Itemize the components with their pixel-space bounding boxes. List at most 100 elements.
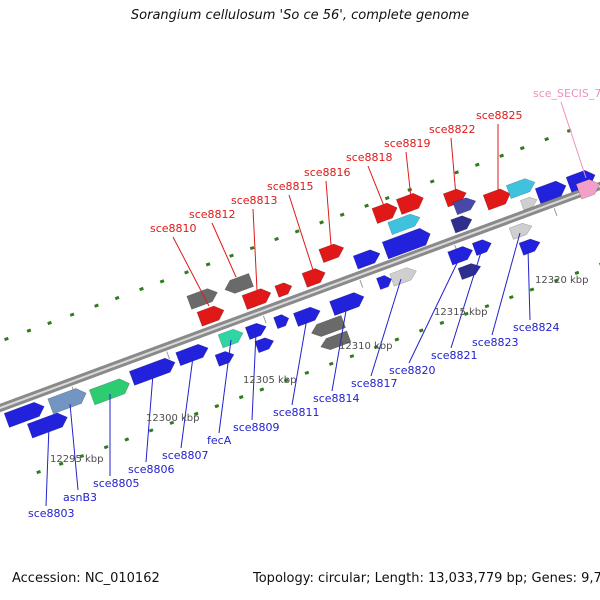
scale-label: 12320 kbp [535, 275, 588, 286]
gene-arrow-unnamed[interactable] [3, 400, 47, 428]
leader-line-sce8819 [405, 151, 412, 199]
gene-arrow-fecA[interactable] [217, 326, 245, 349]
gene-arrow-sce8807[interactable] [175, 341, 211, 367]
gene-label-sce8813[interactable]: sce8813 [231, 194, 278, 207]
gene-arrow-sce8810[interactable] [196, 303, 227, 327]
density-dot [294, 229, 300, 234]
gene-arrow-unnamed[interactable] [457, 261, 483, 280]
gene-label-sce8803[interactable]: sce8803 [28, 507, 75, 520]
density-dot [553, 278, 559, 283]
gene-label-sce8821[interactable]: sce8821 [431, 349, 478, 362]
gene-arrow-unnamed[interactable] [452, 195, 478, 216]
density-dot [214, 404, 220, 409]
density-dot [373, 345, 379, 350]
gene-arrow-sce8805[interactable] [88, 376, 132, 406]
gene-arrow-sce_SECIS_7[interactable] [575, 177, 600, 200]
gene-arrow-unnamed[interactable] [186, 286, 220, 310]
gene-arrow-unnamed[interactable] [450, 213, 475, 234]
density-dot [205, 262, 211, 267]
gene-arrow-sce8812[interactable] [222, 273, 254, 296]
gene-arrow-sce8825[interactable] [482, 186, 513, 211]
density-dot [529, 287, 535, 292]
gene-arrow-unnamed[interactable] [352, 247, 382, 270]
gene-label-sce8819[interactable]: sce8819 [384, 137, 431, 150]
gene-label-sce8814[interactable]: sce8814 [313, 392, 360, 405]
gene-arrow-sce8809[interactable] [244, 320, 268, 340]
gene-arrow-sce8814[interactable] [329, 290, 367, 316]
gene-arrow-sce8806[interactable] [128, 355, 177, 386]
gene-arrow-sce8824[interactable] [518, 236, 542, 256]
gene-label-sce8809[interactable]: sce8809 [233, 421, 280, 434]
gene-label-sce8824[interactable]: sce8824 [513, 321, 560, 334]
gene-label-sce8818[interactable]: sce8818 [346, 151, 393, 164]
gene-label-sce_SECIS_7[interactable]: sce_SECIS_7 [533, 87, 600, 100]
gene-label-sce8807[interactable]: sce8807 [162, 449, 209, 462]
gene-arrow-sce8820[interactable] [447, 244, 475, 266]
leader-line-asnB3 [69, 403, 79, 491]
gene-arrow-unnamed[interactable] [254, 335, 276, 354]
gene-label-sce8811[interactable]: sce8811 [273, 406, 320, 419]
gene-arrow-sce8817[interactable] [389, 265, 419, 287]
density-dot [283, 378, 289, 383]
gene-arrow-asnB3[interactable] [47, 386, 89, 415]
gene-label-asnB3[interactable]: asnB3 [63, 491, 97, 504]
density-dot [574, 270, 580, 275]
gene-label-sce8822[interactable]: sce8822 [429, 123, 476, 136]
gene-arrow-unnamed[interactable] [387, 211, 423, 235]
gene-arrow-sce8821[interactable] [471, 237, 493, 256]
density-dot [238, 395, 244, 400]
gene-arrow-unnamed[interactable] [565, 168, 598, 193]
gene-label-sce8825[interactable]: sce8825 [476, 109, 523, 122]
gene-label-sce8806[interactable]: sce8806 [128, 463, 175, 476]
gene-arrow-unnamed[interactable] [534, 178, 569, 205]
gene-arrow-unnamed[interactable] [214, 349, 236, 367]
gene-arrow-unnamed[interactable] [274, 281, 294, 298]
density-dot [484, 304, 490, 309]
density-dot [139, 286, 144, 292]
gene-arrow-unnamed[interactable] [309, 315, 346, 339]
leader-line-sce8816 [325, 180, 332, 246]
density-dot [429, 179, 435, 184]
gene-arrow-unnamed[interactable] [505, 176, 537, 199]
gene-arrow-sce8819[interactable] [395, 191, 426, 215]
gene-label-sce8805[interactable]: sce8805 [93, 477, 140, 490]
gene-label-sce8816[interactable]: sce8816 [304, 166, 351, 179]
gene-arrow-sce8823[interactable] [508, 220, 534, 240]
gene-arrow-sce8813[interactable] [241, 286, 273, 310]
gene-arrow-sce8816[interactable] [318, 241, 346, 263]
page-title: Sorangium cellulosum 'So ce 56', complet… [130, 8, 470, 23]
gene-arrow-unnamed[interactable] [520, 195, 538, 211]
gene-arrow-unnamed[interactable] [376, 273, 393, 290]
scale-tick [359, 279, 364, 288]
gene-arrow-unnamed[interactable] [273, 313, 291, 330]
gene-arrow-sce8803[interactable] [26, 410, 70, 439]
gene-arrow-sce8811[interactable] [293, 304, 322, 327]
density-dot [4, 336, 9, 342]
gene-label-sce8817[interactable]: sce8817 [351, 377, 398, 390]
gene-arrow-unnamed[interactable] [381, 225, 433, 260]
gene-label-sce8810[interactable]: sce8810 [150, 222, 197, 235]
density-dot [148, 428, 154, 433]
gene-label-fecA[interactable]: fecA [207, 434, 232, 447]
topology-text: Topology: circular; Length: 13,033,779 b… [253, 571, 600, 586]
leader-line-sce8824 [527, 248, 531, 321]
density-dot [418, 328, 424, 333]
leader-line-sce8822 [450, 137, 457, 197]
density-dot [259, 387, 265, 392]
accession-text: Accession: NC_010162 [12, 571, 160, 586]
gene-label-sce8812[interactable]: sce8812 [189, 208, 236, 221]
density-dot [339, 212, 345, 217]
gene-label-sce8815[interactable]: sce8815 [267, 180, 314, 193]
density-dot [159, 279, 165, 284]
scale-label: 12310 kbp [339, 341, 392, 352]
leader-line-sce8817 [370, 278, 402, 377]
gene-arrow-unnamed[interactable] [319, 330, 352, 353]
density-dot [169, 420, 175, 425]
density-dot [364, 203, 369, 208]
gene-arrow-sce8822[interactable] [442, 186, 468, 208]
gene-label-sce8823[interactable]: sce8823 [472, 336, 519, 349]
gene-label-sce8820[interactable]: sce8820 [389, 364, 436, 377]
gene-arrow-sce8818[interactable] [371, 200, 400, 224]
